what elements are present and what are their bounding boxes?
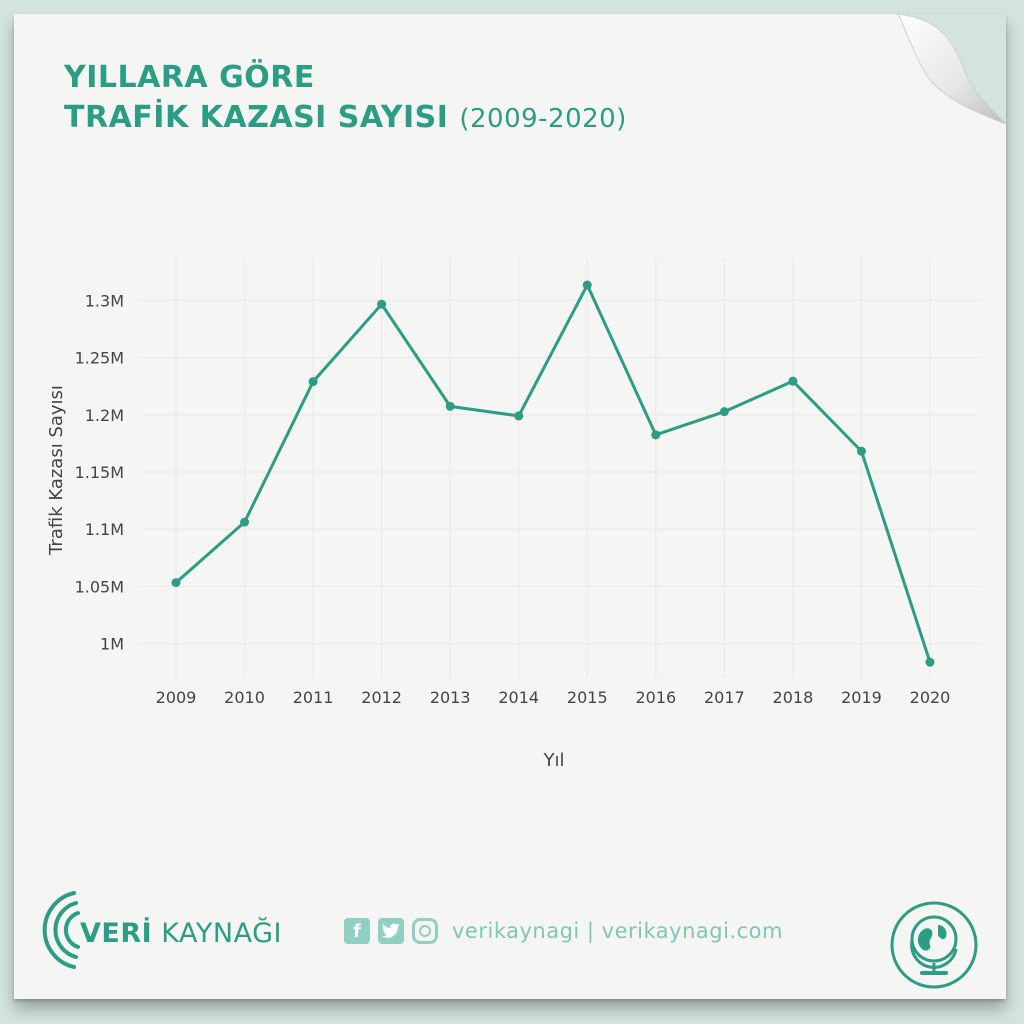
data-point[interactable] bbox=[788, 376, 798, 386]
chart-title: YILLARA GÖRE TRAFİK KAZASI SAYISI (2009-… bbox=[64, 58, 627, 139]
title-line-1: YILLARA GÖRE bbox=[64, 60, 315, 95]
x-tick-label: 2017 bbox=[704, 688, 745, 707]
twitter-icon[interactable] bbox=[378, 918, 404, 944]
data-point[interactable] bbox=[856, 446, 866, 456]
x-tick-label: 2016 bbox=[635, 688, 676, 707]
data-point[interactable] bbox=[651, 430, 661, 440]
brand-name: VERİ KAYNAĞI bbox=[80, 918, 282, 949]
data-point[interactable] bbox=[308, 377, 318, 387]
x-tick-label: 2009 bbox=[156, 688, 197, 707]
data-point[interactable] bbox=[240, 517, 250, 527]
y-tick-label: 1.3M bbox=[85, 291, 124, 310]
page-curl bbox=[896, 14, 1006, 124]
data-point[interactable] bbox=[171, 578, 181, 588]
x-axis-title: Yıl bbox=[543, 750, 565, 771]
veri-kaynagi-logo-icon bbox=[42, 891, 80, 969]
x-tick-label: 2018 bbox=[773, 688, 814, 707]
data-point[interactable] bbox=[445, 401, 455, 411]
instagram-icon[interactable] bbox=[412, 918, 438, 944]
y-tick-label: 1.15M bbox=[75, 463, 124, 482]
x-tick-label: 2019 bbox=[841, 688, 882, 707]
data-point[interactable] bbox=[377, 299, 387, 309]
y-tick-label: 1.05M bbox=[75, 577, 124, 596]
data-point[interactable] bbox=[719, 407, 729, 417]
y-tick-label: 1M bbox=[100, 635, 124, 654]
x-tick-label: 2012 bbox=[361, 688, 402, 707]
y-tick-label: 1.2M bbox=[85, 406, 124, 425]
x-tick-label: 2020 bbox=[910, 688, 951, 707]
globe-icon bbox=[890, 901, 978, 989]
title-range: (2009-2020) bbox=[459, 104, 627, 134]
facebook-icon[interactable]: f bbox=[344, 918, 370, 944]
y-tick-label: 1.1M bbox=[85, 520, 124, 539]
social-handle: verikaynagi | verikaynagi.com bbox=[452, 919, 783, 943]
data-point[interactable] bbox=[925, 657, 935, 667]
data-point[interactable] bbox=[514, 411, 524, 421]
social-links: f verikaynagi | verikaynagi.com bbox=[344, 918, 783, 944]
brand-bold: VERİ bbox=[80, 918, 153, 949]
y-axis-title: Trafik Kazası Sayısı bbox=[46, 385, 67, 556]
brand-rest: KAYNAĞI bbox=[161, 918, 282, 949]
x-tick-label: 2015 bbox=[567, 688, 608, 707]
x-tick-label: 2010 bbox=[224, 688, 265, 707]
x-tick-label: 2011 bbox=[293, 688, 334, 707]
title-line-2: TRAFİK KAZASI SAYISI bbox=[64, 100, 449, 135]
paper-card: YILLARA GÖRE TRAFİK KAZASI SAYISI (2009-… bbox=[14, 14, 1006, 999]
x-tick-label: 2013 bbox=[430, 688, 471, 707]
series-line bbox=[175, 283, 932, 663]
x-tick-label: 2014 bbox=[498, 688, 539, 707]
y-tick-label: 1.25M bbox=[75, 349, 124, 368]
data-point[interactable] bbox=[582, 280, 592, 290]
